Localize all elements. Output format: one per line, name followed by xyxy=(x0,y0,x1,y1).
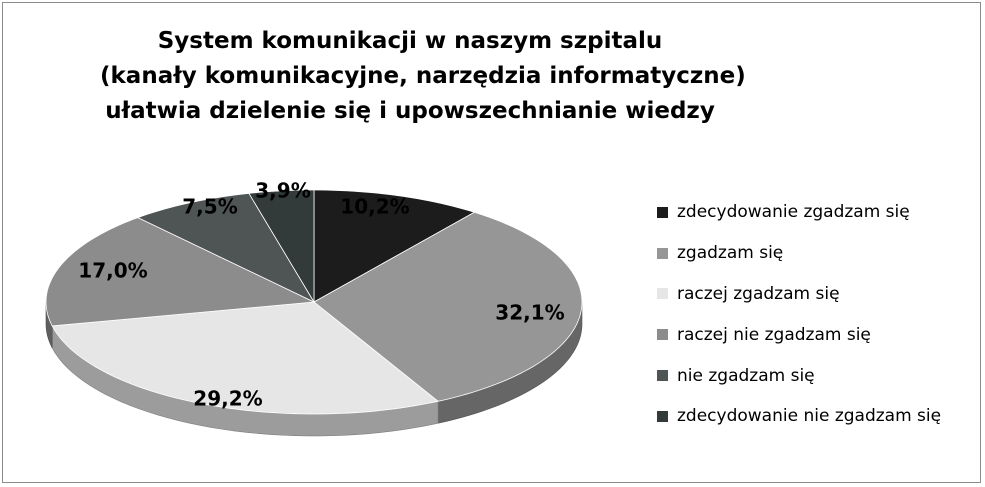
legend-label: zgadzam się xyxy=(677,243,784,264)
pie-data-labels: 10,2% 32,1% 29,2% 17,0% 7,5% 3,9% xyxy=(78,179,564,411)
data-label-zdecydowanie-zgadzam-si: 10,2% xyxy=(340,195,409,219)
legend-label: zdecydowanie zgadzam się xyxy=(677,202,910,223)
legend-swatch xyxy=(657,247,668,259)
legend-item-raczej-zgadzam-si: raczej zgadzam się xyxy=(657,274,941,315)
data-label-raczej-nie-zgadzam-si: 17,0% xyxy=(78,259,147,283)
data-label-zdecydowanie-nie-zgadzam-si: 3,9% xyxy=(255,179,310,203)
chart-title: System komunikacji w naszym szpitalu (ka… xyxy=(100,24,746,129)
chart-title-line-2: (kanały komunikacyjne, narzędzia informa… xyxy=(100,63,746,89)
chart-title-line-3: ułatwia dzielenie się i upowszechnianie … xyxy=(105,98,715,124)
legend-label: zdecydowanie nie zgadzam się xyxy=(677,406,942,427)
legend-label: raczej zgadzam się xyxy=(677,283,840,304)
pie-slice-zdecydowanie-nie-zgadzam-si xyxy=(248,189,315,304)
legend-item-zdecydowanie-zgadzam-si: zdecydowanie zgadzam się xyxy=(657,192,941,233)
chart-title-line-1: System komunikacji w naszym szpitalu xyxy=(157,28,663,54)
legend: zdecydowanie zgadzam się zgadzam się racze… xyxy=(657,192,941,437)
pie-slice-zgadzam-si xyxy=(313,211,583,402)
legend-item-zdecydowanie-nie-zgadzam-si: zdecydowanie nie zgadzam się xyxy=(657,396,941,437)
data-label-nie-zgadzam-si: 7,5% xyxy=(182,195,237,219)
pie-slice-nie-zgadzam-si xyxy=(136,192,316,303)
legend-swatch xyxy=(657,410,668,422)
legend-item-raczej-nie-zgadzam-si: raczej nie zgadzam się xyxy=(657,314,941,355)
legend-item-nie-zgadzam-si: nie zgadzam się xyxy=(657,355,941,396)
pie-slice-zdecydowanie-zgadzam-si xyxy=(313,189,476,303)
data-label-zgadzam-si: 32,1% xyxy=(495,301,564,325)
legend-swatch xyxy=(657,206,668,218)
legend-swatch xyxy=(657,329,668,341)
legend-label: nie zgadzam się xyxy=(677,365,815,386)
legend-swatch xyxy=(657,288,668,300)
legend-swatch xyxy=(657,370,668,382)
pie-slices xyxy=(45,189,583,415)
pie-slice-raczej-nie-zgadzam-si xyxy=(45,217,316,327)
pie-slice-raczej-zgadzam-si xyxy=(51,301,439,415)
legend-item-zgadzam-si: zgadzam się xyxy=(657,233,941,274)
legend-label: raczej nie zgadzam się xyxy=(677,324,871,345)
data-label-raczej-zgadzam-si: 29,2% xyxy=(193,387,262,411)
